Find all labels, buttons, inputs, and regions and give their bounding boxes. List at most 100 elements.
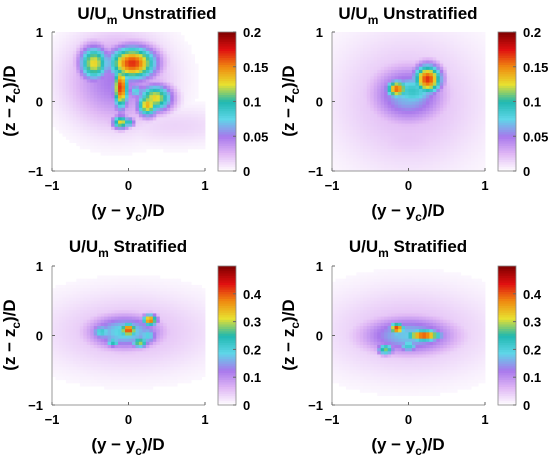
heatmap-cell — [62, 367, 67, 371]
heatmap-cell — [100, 382, 105, 387]
heatmap-cell — [474, 161, 479, 166]
heatmap-cell — [352, 66, 357, 71]
heatmap-cell — [121, 85, 126, 90]
heatmap-cell — [398, 88, 402, 93]
heatmap-cell — [411, 57, 416, 61]
heatmap-cell — [72, 294, 77, 298]
heatmap-cell — [65, 110, 70, 115]
heatmap-cell — [436, 76, 441, 80]
heatmap-cell — [460, 136, 465, 140]
heatmap-cell — [166, 85, 171, 90]
heatmap-cell — [145, 120, 150, 125]
heatmap-cell — [166, 120, 171, 125]
heatmap-cell — [474, 92, 479, 96]
colorbar-segment — [218, 131, 236, 135]
heatmap-cell — [411, 66, 416, 71]
heatmap-cell — [166, 373, 171, 377]
heatmap-cell — [387, 41, 392, 46]
heatmap-cell — [135, 142, 140, 147]
heatmap-cell — [359, 101, 364, 106]
heatmap-cell — [478, 155, 482, 159]
heatmap-cell — [83, 92, 88, 96]
heatmap-cell — [377, 60, 382, 64]
heatmap-cell — [58, 76, 63, 80]
heatmap-cell — [401, 76, 406, 80]
heatmap-cell — [76, 351, 81, 355]
heatmap-cell — [335, 35, 340, 39]
heatmap-cell — [111, 338, 115, 343]
heatmap-cell — [72, 98, 77, 102]
heatmap-cell — [72, 95, 77, 99]
heatmap-cell — [65, 288, 70, 292]
heatmap-cell — [457, 126, 462, 131]
heatmap-cell — [377, 120, 382, 125]
heatmap-cell — [478, 88, 482, 93]
heatmap-cell — [114, 281, 119, 286]
heatmap-cell — [363, 76, 368, 80]
heatmap-cell — [332, 57, 336, 61]
heatmap-cell — [65, 50, 70, 55]
heatmap-cell — [69, 57, 74, 61]
colorbar: 00.050.10.150.2 — [217, 25, 268, 179]
heatmap-cell — [191, 107, 195, 112]
heatmap-cell — [149, 63, 154, 68]
heatmap-cell — [439, 123, 444, 128]
heatmap-cell — [83, 338, 88, 343]
heatmap-cell — [83, 110, 88, 115]
heatmap-cell — [457, 117, 462, 121]
heatmap-cell — [394, 148, 399, 153]
heatmap-cell — [138, 133, 143, 137]
heatmap-cell — [83, 357, 88, 362]
heatmap-cell — [338, 95, 343, 99]
heatmap-cell — [418, 129, 423, 134]
heatmap-cell — [446, 123, 451, 128]
heatmap-cell — [335, 167, 340, 172]
heatmap-cell — [135, 281, 140, 286]
heatmap-cell — [107, 363, 112, 368]
heatmap-cell — [338, 158, 343, 162]
heatmap-cell — [145, 300, 150, 305]
colorbar-tick-label: 0 — [523, 164, 530, 179]
heatmap-cell — [131, 303, 136, 308]
heatmap-cell — [86, 44, 91, 49]
heatmap-cell — [384, 120, 389, 125]
heatmap-cell — [114, 120, 119, 125]
heatmap-cell — [415, 76, 420, 80]
heatmap-cell — [69, 76, 74, 80]
heatmap-cell — [384, 114, 389, 118]
heatmap-cell — [338, 66, 343, 71]
heatmap-cell — [436, 142, 441, 147]
heatmap-cell — [138, 332, 143, 336]
heatmap-cell — [342, 117, 347, 121]
heatmap-cell — [100, 275, 105, 280]
heatmap-cell — [121, 344, 126, 349]
heatmap-cell — [121, 386, 126, 390]
heatmap-cell — [118, 316, 122, 321]
heatmap-cell — [52, 69, 56, 74]
heatmap-cell — [138, 322, 143, 327]
heatmap-cell — [446, 57, 451, 61]
heatmap-cell — [65, 376, 70, 381]
heatmap-cell — [194, 126, 199, 131]
heatmap-cell — [359, 88, 364, 93]
heatmap-cell — [429, 47, 434, 52]
heatmap-cell — [65, 114, 70, 118]
heatmap-cell — [332, 41, 336, 46]
heatmap-cell — [149, 92, 154, 96]
heatmap-cell — [76, 73, 81, 77]
heatmap-cell — [156, 32, 161, 36]
heatmap-cell — [69, 360, 74, 365]
heatmap-cell — [152, 63, 157, 68]
heatmap-cell — [152, 142, 157, 147]
heatmap-cell — [191, 79, 195, 83]
heatmap-cell — [443, 92, 448, 96]
heatmap-cell — [377, 164, 382, 169]
heatmap-cell — [363, 88, 368, 93]
heatmap-cell — [145, 379, 150, 384]
heatmap-cell — [142, 370, 147, 374]
heatmap-cell — [111, 344, 115, 349]
heatmap-cell — [52, 88, 56, 93]
heatmap-cell — [464, 164, 469, 169]
heatmap-cell — [184, 60, 189, 64]
